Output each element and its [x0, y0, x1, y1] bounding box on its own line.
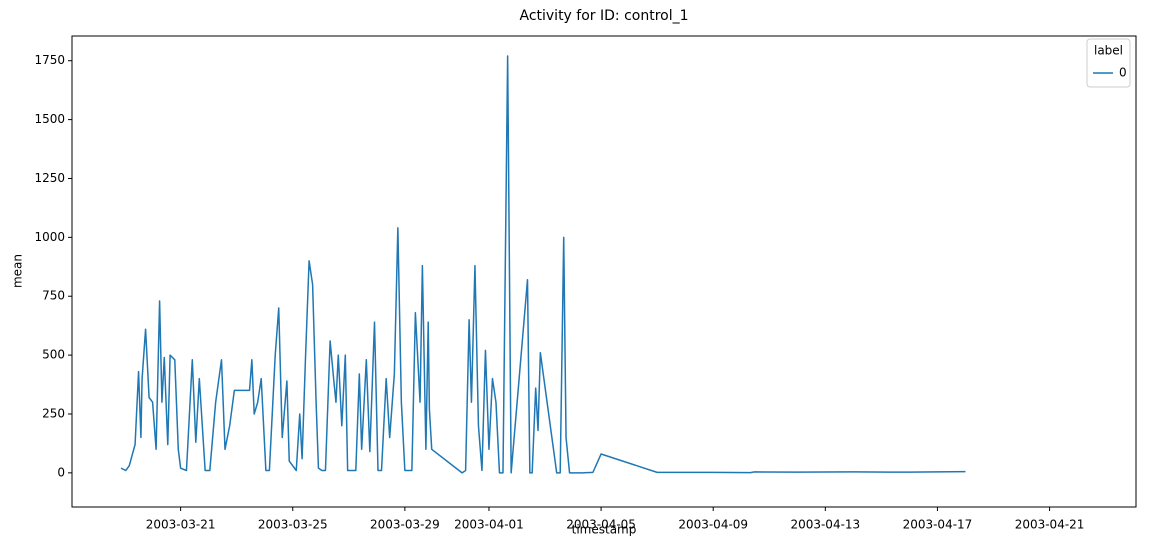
x-tick-label: 2003-03-21 [146, 518, 216, 532]
x-tick-label: 2003-03-29 [370, 518, 440, 532]
x-tick-label: 2003-03-25 [258, 518, 328, 532]
y-tick-label: 1750 [34, 53, 65, 67]
y-tick-label: 1500 [34, 112, 65, 126]
y-tick-label: 250 [42, 406, 65, 420]
x-tick-label: 2003-04-13 [790, 518, 860, 532]
x-axis-label: timestamp [572, 523, 637, 537]
y-tick-label: 750 [42, 289, 65, 303]
y-tick-label: 500 [42, 348, 65, 362]
x-tick-label: 2003-04-17 [903, 518, 973, 532]
axes-frame [71, 35, 1137, 508]
data-line [120, 55, 966, 474]
y-tick-label: 0 [57, 465, 65, 479]
y-tick-label: 1250 [34, 171, 65, 185]
y-tick-label: 1000 [34, 230, 65, 244]
x-tick-label: 2003-04-09 [678, 518, 748, 532]
legend-box [1086, 38, 1131, 88]
x-tick-label: 2003-04-05 [566, 518, 636, 532]
x-tick-label: 2003-04-01 [454, 518, 524, 532]
x-tick-label: 2003-04-21 [1015, 518, 1085, 532]
y-axis-label: mean [11, 254, 25, 288]
chart-title: Activity for ID: control_1 [519, 8, 688, 24]
legend-title: label [1094, 44, 1123, 58]
legend-label: 0 [1119, 66, 1127, 80]
plot-area [120, 55, 966, 474]
